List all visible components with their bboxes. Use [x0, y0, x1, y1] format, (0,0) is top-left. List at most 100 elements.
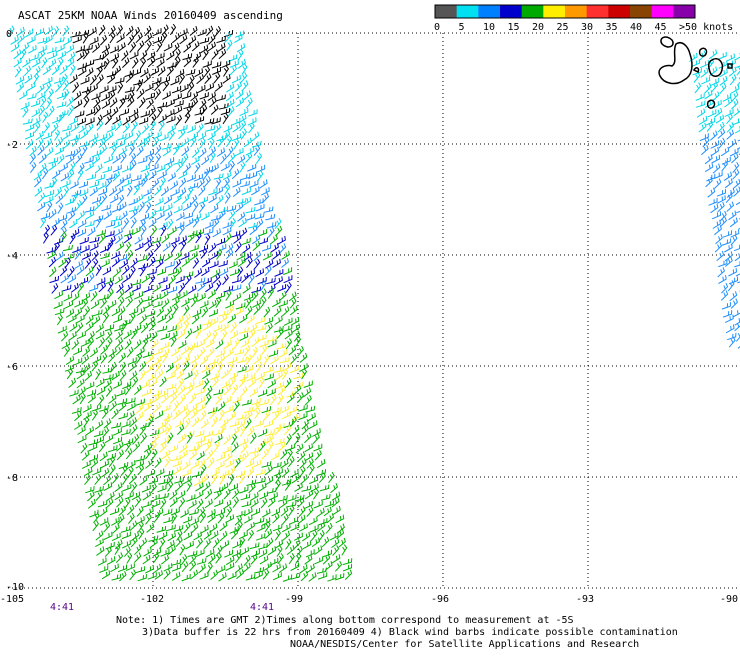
wind-barb: [235, 564, 242, 573]
wind-barb: [264, 562, 272, 571]
wind-barb: [206, 83, 214, 91]
wind-barb: [202, 364, 210, 372]
wind-barb: [236, 203, 243, 212]
wind-barb: [329, 472, 335, 483]
wind-barb: [205, 499, 212, 508]
wind-barb: [47, 47, 56, 54]
wind-barb: [317, 508, 324, 517]
wind-barb: [95, 164, 102, 173]
wind-barb: [696, 93, 705, 100]
wind-barb: [150, 483, 156, 493]
wind-barb: [135, 194, 143, 203]
wind-barb: [256, 204, 264, 211]
wind-barb: [139, 202, 145, 213]
wind-barb: [173, 401, 178, 412]
wind-barb: [184, 371, 192, 379]
wind-barb: [205, 489, 212, 499]
wind-barb: [167, 325, 176, 332]
wind-barb: [99, 294, 108, 300]
lat-label: 0: [6, 29, 12, 40]
wind-barb: [77, 211, 84, 220]
wind-barb: [121, 526, 130, 533]
wind-barb: [246, 574, 255, 580]
wind-barb: [108, 86, 116, 94]
wind-barb: [183, 516, 191, 523]
wind-barb: [135, 243, 143, 251]
wind-barb: [284, 421, 293, 428]
wind-barb: [232, 284, 241, 291]
wind-barb: [117, 178, 124, 187]
wind-barb: [42, 57, 47, 68]
wind-barb: [190, 26, 197, 35]
wind-barb: [233, 187, 240, 197]
wind-barb: [118, 297, 124, 308]
wind-barb: [14, 58, 21, 67]
wind-barb: [217, 565, 225, 573]
wind-barb: [110, 195, 118, 203]
wind-barb: [215, 26, 221, 37]
wind-barb: [155, 145, 161, 155]
wind-barb: [273, 259, 281, 268]
wind-barb: [292, 323, 300, 332]
wind-barb: [227, 40, 232, 51]
wind-barb: [192, 471, 202, 477]
wind-barb: [244, 345, 249, 356]
wind-barb: [236, 98, 243, 107]
wind-barb: [96, 369, 101, 380]
wind-barb: [197, 558, 206, 565]
wind-barb: [143, 338, 148, 349]
wind-barb: [325, 561, 332, 570]
wind-barb: [88, 273, 94, 283]
wind-barb: [184, 532, 192, 540]
wind-barb: [69, 378, 76, 388]
wind-barb: [185, 218, 193, 227]
wind-barb: [73, 82, 79, 92]
lon-label: -102: [140, 594, 164, 605]
wind-barb: [103, 166, 112, 173]
wind-barb: [157, 102, 166, 108]
wind-barb: [241, 494, 250, 500]
legend-label: 20: [532, 22, 544, 33]
wind-barb: [333, 506, 341, 515]
wind-barb: [230, 269, 239, 276]
legend-label: 45: [655, 22, 667, 33]
wind-barb: [218, 137, 224, 147]
wind-barb: [210, 531, 218, 540]
wind-barb: [137, 138, 145, 147]
wind-barb: [192, 417, 199, 427]
wind-barb: [69, 117, 77, 125]
wind-barb: [184, 212, 193, 218]
wind-barb: [91, 300, 99, 309]
wind-barb: [310, 525, 318, 532]
wind-barb: [186, 494, 195, 501]
wind-barb: [131, 425, 137, 435]
notes: Note: 1) Times are GMT 2)Times along bot…: [0, 615, 740, 661]
wind-barb: [79, 124, 87, 133]
wind-barb: [307, 564, 314, 573]
wind-barb: [185, 329, 192, 339]
wind-barb: [263, 252, 271, 260]
wind-barb: [200, 37, 209, 43]
wind-barb: [65, 198, 73, 206]
wind-barb: [225, 452, 232, 461]
wind-barb: [164, 203, 172, 211]
wind-barb: [94, 486, 103, 493]
wind-barb: [250, 543, 259, 549]
wind-barb: [247, 314, 254, 323]
wind-barb: [172, 86, 181, 93]
wind-barb: [108, 445, 117, 452]
wind-barb: [70, 65, 75, 76]
wind-barb: [86, 162, 94, 171]
wind-barb: [90, 187, 98, 196]
wind-barb: [343, 558, 352, 564]
wind-barb: [198, 403, 206, 411]
wind-barb: [75, 111, 84, 118]
wind-barb: [216, 553, 222, 564]
wind-barb: [149, 321, 155, 331]
wind-barb: [216, 178, 221, 189]
wind-barb: [244, 293, 253, 300]
wind-barb: [274, 307, 281, 317]
wind-barb: [138, 41, 144, 51]
wind-barb: [107, 492, 115, 501]
wind-barb: [106, 330, 112, 340]
